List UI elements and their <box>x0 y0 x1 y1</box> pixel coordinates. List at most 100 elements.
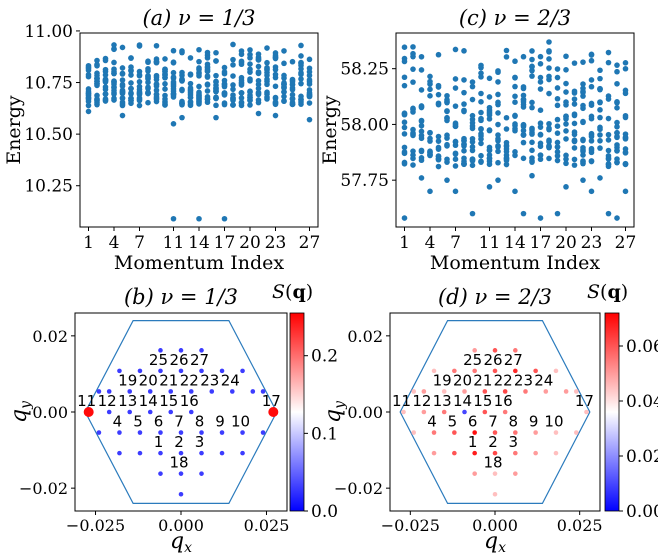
energy-point <box>554 123 561 129</box>
energy-point <box>281 98 287 104</box>
energy-point <box>435 51 442 58</box>
energy-point <box>247 89 253 95</box>
energy-point <box>546 155 552 162</box>
energy-point <box>622 60 629 66</box>
sq-points-b <box>83 348 279 497</box>
sq-point-15 <box>168 409 174 415</box>
energy-point <box>289 91 296 98</box>
sq-point-4 <box>431 430 437 435</box>
momentum-label: 12 <box>412 392 431 410</box>
energy-point <box>153 98 160 105</box>
energy-point <box>495 99 501 106</box>
energy-point <box>486 116 493 122</box>
energy-point <box>597 75 603 82</box>
energy-point <box>427 86 433 93</box>
energy-point <box>187 94 194 101</box>
energy-point <box>204 64 211 70</box>
energy-point <box>418 122 425 129</box>
energy-point <box>187 72 194 78</box>
energy-point <box>187 80 194 87</box>
energy-point <box>571 138 578 144</box>
energy-point <box>444 177 450 183</box>
energy-point <box>622 150 629 156</box>
sq-point <box>513 348 518 353</box>
energy-point <box>187 55 194 61</box>
energy-point <box>410 162 416 168</box>
energy-point <box>179 69 185 76</box>
x-tick-label: 0.000 <box>158 516 204 535</box>
energy-point <box>247 61 253 67</box>
momentum-label: 24 <box>534 371 553 389</box>
sq-point-24 <box>543 389 549 394</box>
energy-point <box>537 143 544 150</box>
momentum-label: 27 <box>190 351 209 369</box>
sq-point-6 <box>158 430 163 435</box>
colorbar-tick-label: 0.00 <box>626 502 658 522</box>
sq-point-6 <box>472 430 477 435</box>
ground-state-point <box>221 215 228 222</box>
energy-point <box>221 101 228 108</box>
energy-point <box>410 126 416 133</box>
energy-point <box>614 148 620 154</box>
energy-point <box>264 72 270 79</box>
energy-point <box>298 76 304 82</box>
energy-point <box>196 58 202 65</box>
energy-point <box>461 101 467 107</box>
energy-point <box>622 112 629 119</box>
energy-point <box>461 135 467 142</box>
energy-point <box>162 70 168 77</box>
energy-point <box>119 102 126 109</box>
energy-point <box>102 78 109 84</box>
energy-point <box>554 149 561 155</box>
momentum-label: 10 <box>544 413 563 431</box>
energy-point <box>281 48 287 54</box>
energy-point <box>537 152 544 159</box>
energy-point <box>435 133 442 140</box>
x-tick-label: 4 <box>425 233 436 253</box>
energy-point <box>520 92 527 99</box>
energy-point <box>128 91 134 97</box>
sq-point-12 <box>421 409 427 415</box>
momentum-label: 17 <box>575 392 594 410</box>
energy-point <box>537 131 544 138</box>
energy-point <box>264 78 270 85</box>
x-axis-label: qx <box>170 529 192 554</box>
energy-point <box>272 101 279 108</box>
energy-point <box>588 188 595 195</box>
energy-point <box>452 163 459 169</box>
energy-point <box>102 68 109 75</box>
energy-point <box>495 121 501 128</box>
energy-point <box>571 101 578 107</box>
sq-point-16 <box>502 409 508 415</box>
energy-point <box>427 130 433 136</box>
energy-point <box>162 96 168 102</box>
energy-point <box>520 131 527 138</box>
sq-point <box>472 471 477 476</box>
energy-point <box>179 87 185 94</box>
energy-point <box>452 103 459 109</box>
energy-point <box>230 102 236 108</box>
energy-point <box>520 122 527 128</box>
sq-point-11 <box>83 407 94 417</box>
energy-point <box>85 65 92 72</box>
energy-point <box>272 71 279 78</box>
energy-point <box>272 66 279 73</box>
ground-state-point <box>614 215 620 221</box>
sq-point <box>533 450 538 456</box>
sq-point-2 <box>492 450 498 456</box>
x-tick-label: 4 <box>109 233 120 253</box>
energy-point <box>554 157 561 164</box>
energy-point <box>298 93 304 100</box>
energy-point <box>230 92 236 98</box>
energy-point <box>306 93 313 99</box>
energy-point <box>520 155 527 162</box>
ground-state-point <box>401 215 408 221</box>
sq-point <box>492 348 498 353</box>
energy-point <box>554 85 561 91</box>
momentum-label: 15 <box>159 392 178 410</box>
energy-point <box>614 119 620 126</box>
energy-point <box>128 55 134 61</box>
energy-point <box>520 127 527 134</box>
sq-point <box>96 389 102 394</box>
energy-point <box>435 156 442 162</box>
